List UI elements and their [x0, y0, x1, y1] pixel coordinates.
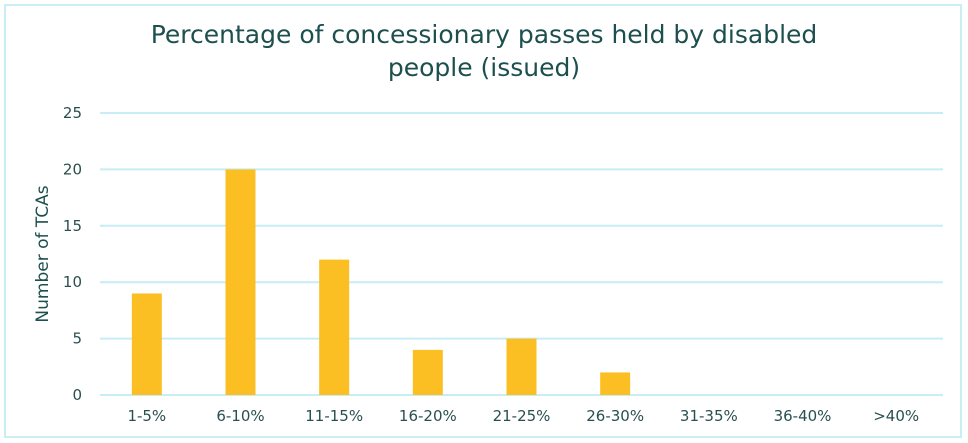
x-tick-label: >40%	[873, 407, 919, 425]
chart-title: Percentage of concessionary passes held …	[0, 18, 968, 84]
x-tick-label: 36-40%	[774, 407, 832, 425]
chart-title-line-1: Percentage of concessionary passes held …	[150, 20, 818, 49]
chart-border	[4, 4, 962, 438]
chart-title-line-2: people (issued)	[387, 53, 581, 82]
x-tick-label: 26-30%	[586, 407, 644, 425]
y-tick-label: 20	[63, 160, 82, 178]
x-tick-label: 16-20%	[399, 407, 457, 425]
x-tick-label: 1-5%	[127, 407, 166, 425]
x-tick-label: 6-10%	[216, 407, 264, 425]
y-tick-label: 25	[63, 104, 82, 122]
bar-16-20%	[412, 349, 443, 395]
x-tick-label: 21-25%	[493, 407, 551, 425]
x-tick-label: 11-15%	[305, 407, 363, 425]
x-tick-label: 31-35%	[680, 407, 738, 425]
y-tick-label: 5	[72, 330, 82, 348]
y-tick-label: 10	[63, 273, 82, 291]
bar-21-25%	[506, 338, 537, 395]
y-axis-label: Number of TCAs	[33, 185, 53, 322]
bar-11-15%	[319, 259, 350, 395]
bar-26-30%	[600, 372, 631, 395]
bar-6-10%	[225, 169, 256, 395]
y-tick-label: 15	[63, 217, 82, 235]
bar-1-5%	[131, 293, 162, 395]
y-tick-label: 0	[72, 386, 82, 404]
